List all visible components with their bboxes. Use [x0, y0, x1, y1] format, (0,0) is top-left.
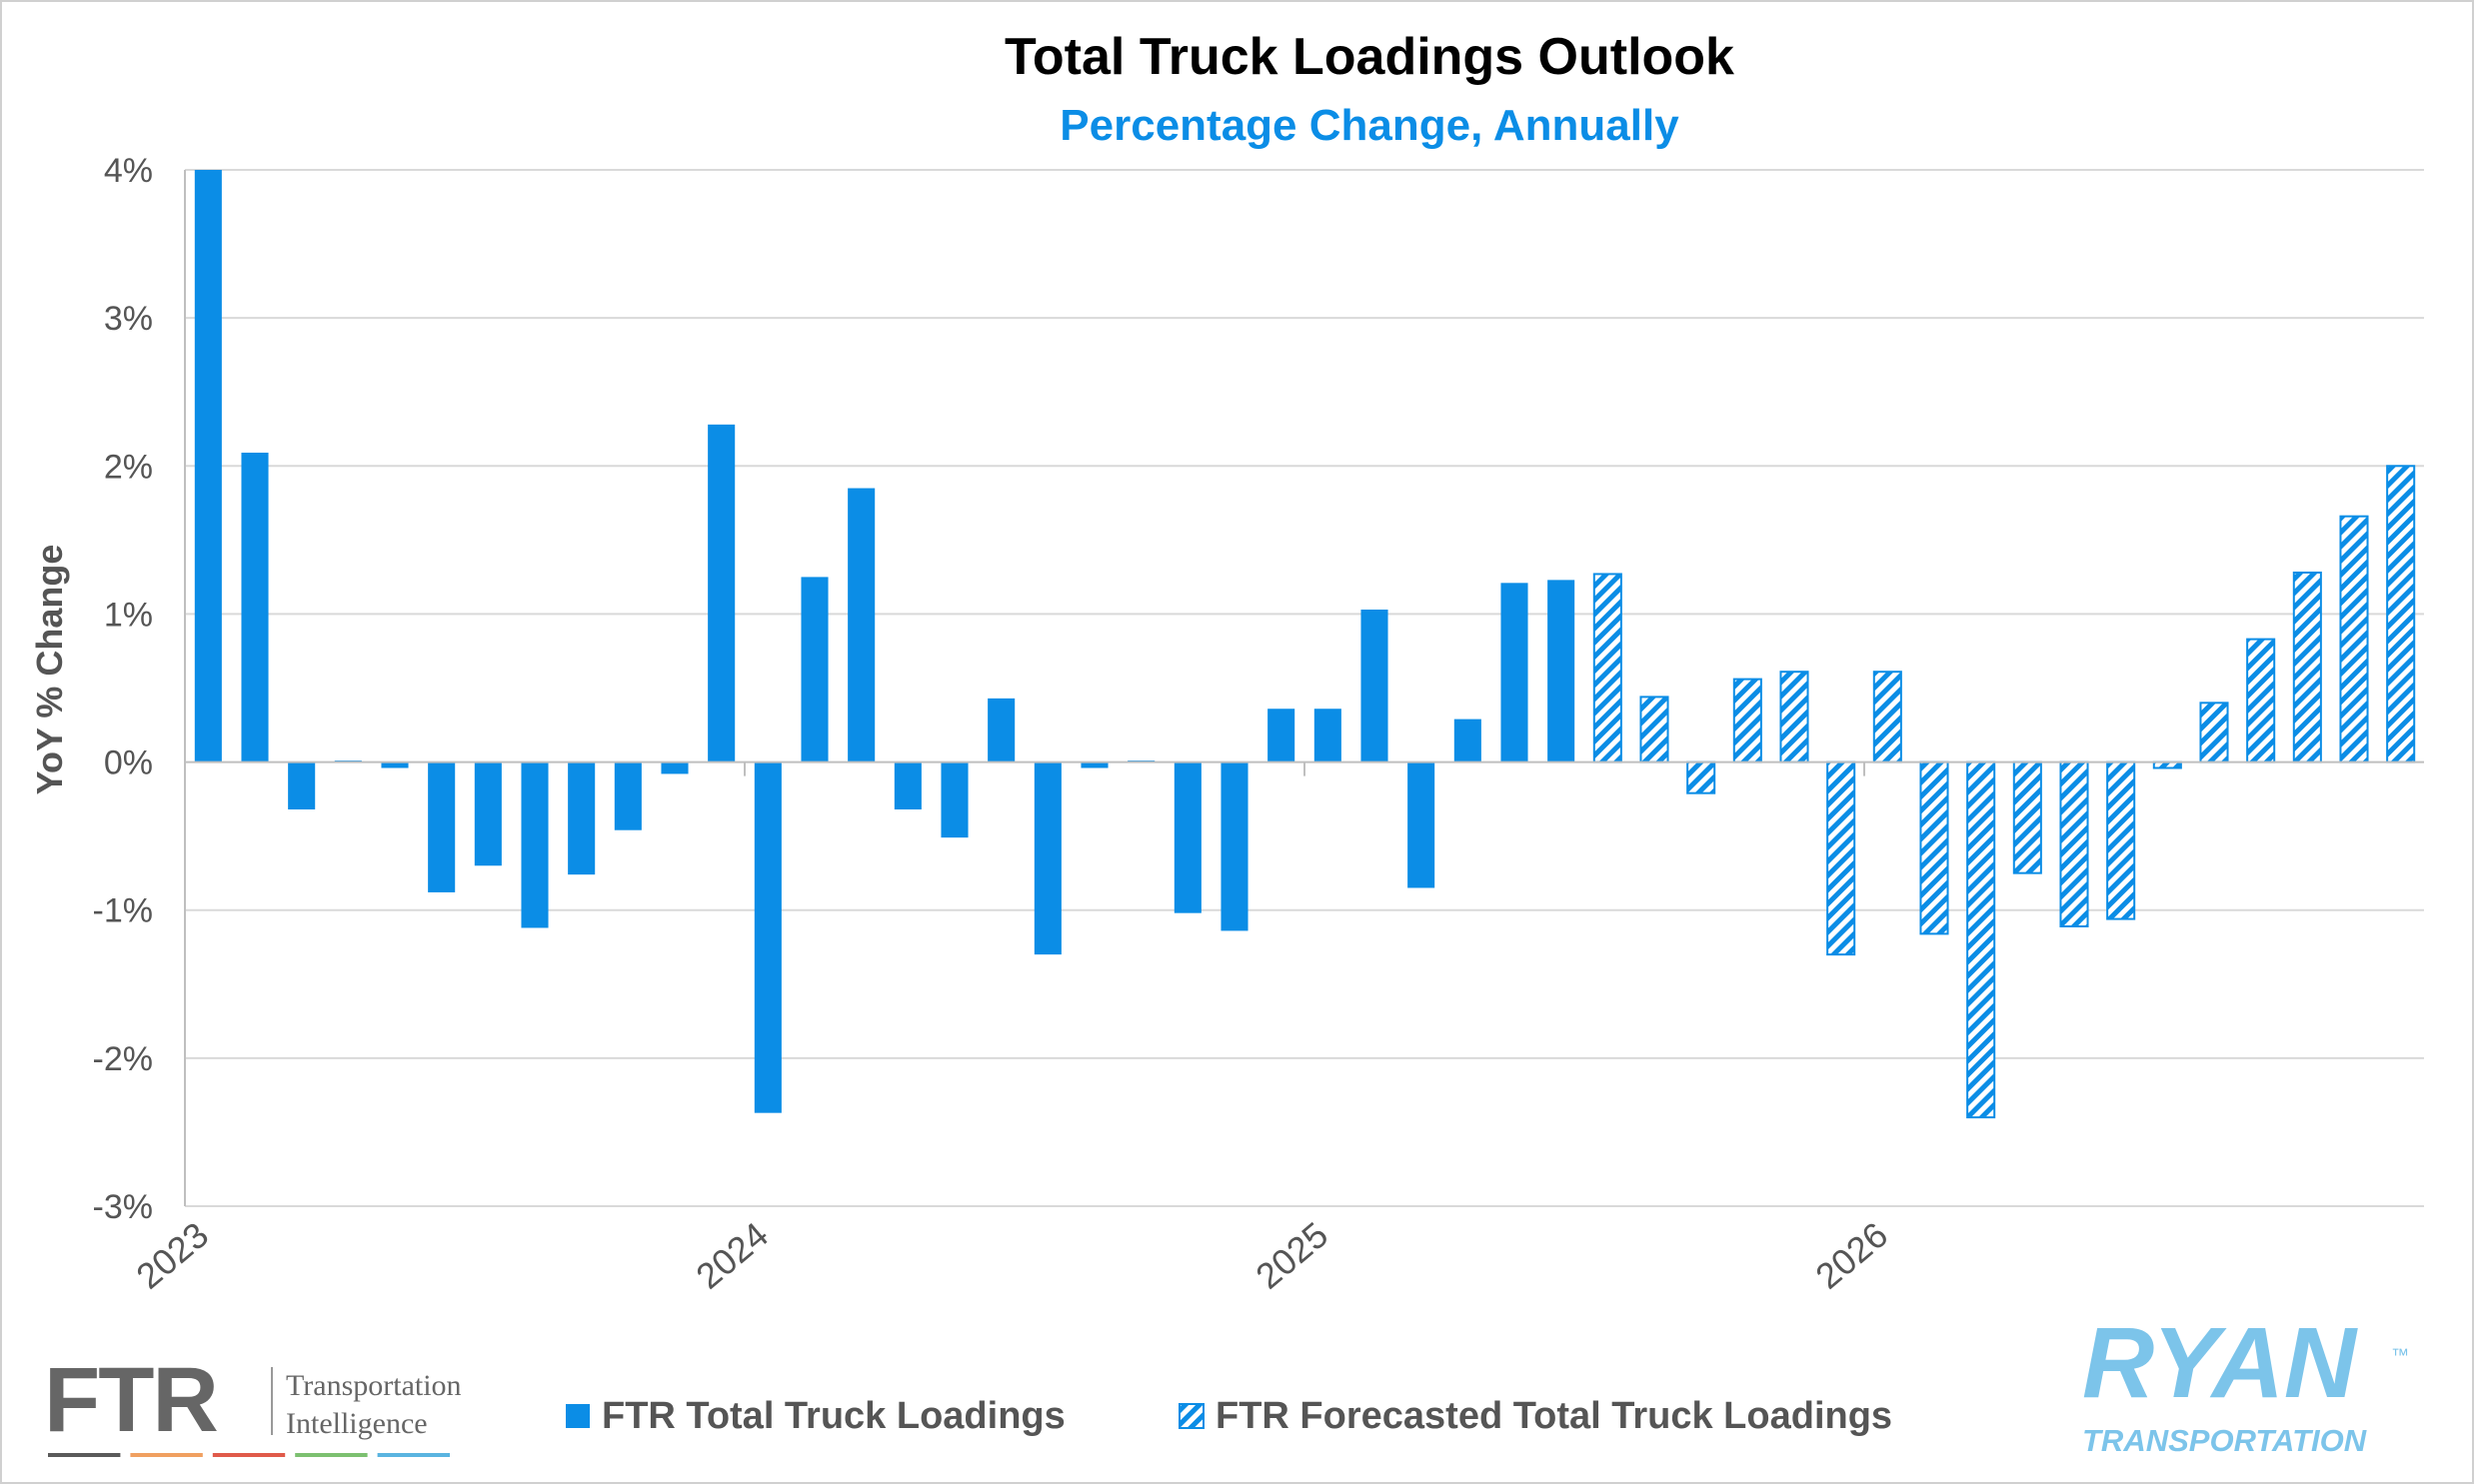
y-axis-label: YoY % Change — [29, 545, 70, 795]
ftr-logo-line1: Transportation — [286, 1369, 462, 1402]
actual-bar — [894, 761, 922, 809]
forecast-bar — [1639, 696, 1669, 763]
actual-bar — [1407, 761, 1435, 888]
x-tick-label: 2023 — [128, 1214, 216, 1297]
bars — [194, 170, 2416, 1119]
actual-bar — [1547, 580, 1575, 762]
actual-bar — [1453, 719, 1481, 762]
ftr-logo-stripes — [48, 1453, 450, 1457]
x-tick-label: 2025 — [1247, 1214, 1335, 1297]
actual-bar — [1081, 761, 1109, 768]
forecast-bar — [1732, 678, 1762, 763]
forecast-bar — [2386, 465, 2416, 763]
y-tick-label: -3% — [93, 1188, 153, 1226]
actual-bar — [288, 761, 316, 809]
y-tick-labels: 4% 3% 2% 1% 0% -1% -2% -3% — [93, 152, 153, 1226]
actual-bar — [1221, 761, 1248, 931]
actual-bar — [241, 452, 269, 762]
actual-bar — [474, 761, 502, 866]
forecast-bar — [1919, 760, 1949, 935]
ftr-stripe — [295, 1453, 368, 1457]
y-tick-label: -1% — [93, 892, 153, 930]
y-tick-label: 4% — [104, 152, 153, 190]
forecast-bar — [2059, 760, 2089, 928]
ftr-logo-letters: FTR — [44, 1349, 217, 1451]
forecast-bar — [1686, 760, 1716, 794]
y-tick-label: 0% — [104, 744, 153, 782]
actual-bar — [1174, 761, 1202, 913]
actual-bar — [941, 761, 969, 838]
actual-bar — [988, 698, 1016, 762]
grid-lines — [185, 169, 2424, 1207]
forecast-bar — [1592, 573, 1622, 763]
ryan-logo-tagline: TRANSPORTATION — [2082, 1423, 2367, 1458]
legend: FTR Total Truck Loadings FTR Forecasted … — [566, 1395, 1892, 1437]
ryan-logo: RYAN ™ TRANSPORTATION — [2082, 1307, 2409, 1458]
actual-bar — [568, 761, 596, 875]
forecast-bar — [1826, 760, 1856, 956]
ftr-stripe — [130, 1453, 203, 1457]
x-tick-label: 2024 — [688, 1214, 776, 1297]
actual-bar — [754, 761, 782, 1113]
actual-bar — [661, 761, 689, 774]
forecast-bar — [1872, 671, 1902, 763]
actual-bar — [1500, 583, 1528, 762]
ryan-logo-trademark: ™ — [2391, 1345, 2409, 1365]
actual-bar — [848, 488, 876, 762]
axes — [184, 170, 2424, 1206]
actual-bar — [1034, 761, 1062, 955]
x-tick-label: 2026 — [1807, 1214, 1895, 1297]
chart-title: Total Truck Loadings Outlook — [1005, 28, 1734, 86]
forecast-bar — [2106, 760, 2136, 920]
ftr-logo-line2: Intelligence — [286, 1407, 428, 1440]
actual-bar — [428, 761, 456, 892]
y-tick-label: -2% — [93, 1040, 153, 1078]
legend-label-actual: FTR Total Truck Loadings — [602, 1395, 1066, 1437]
legend-label-forecast: FTR Forecasted Total Truck Loadings — [1216, 1395, 1892, 1437]
actual-bar — [801, 577, 829, 762]
forecast-bar — [2246, 638, 2276, 763]
forecast-bar — [1779, 671, 1809, 763]
actual-bar — [381, 761, 409, 768]
actual-bar — [1313, 709, 1341, 762]
forecast-bar — [2012, 760, 2042, 874]
chart-subtitle: Percentage Change, Annually — [1060, 101, 1679, 150]
x-tick-labels: 2023 2024 2025 2026 — [128, 1214, 1895, 1297]
actual-bar — [708, 424, 736, 762]
ftr-logo: FTR Transportation Intelligence — [44, 1349, 462, 1457]
ftr-stripe — [377, 1453, 450, 1457]
forecast-bar — [2199, 702, 2229, 763]
actual-bar — [521, 761, 549, 928]
forecast-bar — [1966, 760, 1996, 1119]
ryan-logo-word: RYAN — [2082, 1307, 2358, 1419]
forecast-bar — [2292, 571, 2322, 763]
actual-bar — [614, 761, 642, 830]
ftr-stripe — [48, 1453, 121, 1457]
y-tick-label: 2% — [104, 448, 153, 486]
legend-swatch-actual — [566, 1404, 590, 1428]
actual-bar — [194, 170, 222, 762]
actual-bar — [1267, 709, 1295, 762]
actual-bar — [1360, 609, 1388, 762]
legend-swatch-forecast — [1179, 1403, 1205, 1429]
forecast-bar — [2339, 515, 2369, 763]
y-tick-label: 1% — [104, 596, 153, 634]
ftr-stripe — [212, 1453, 286, 1457]
y-tick-label: 3% — [104, 300, 153, 338]
